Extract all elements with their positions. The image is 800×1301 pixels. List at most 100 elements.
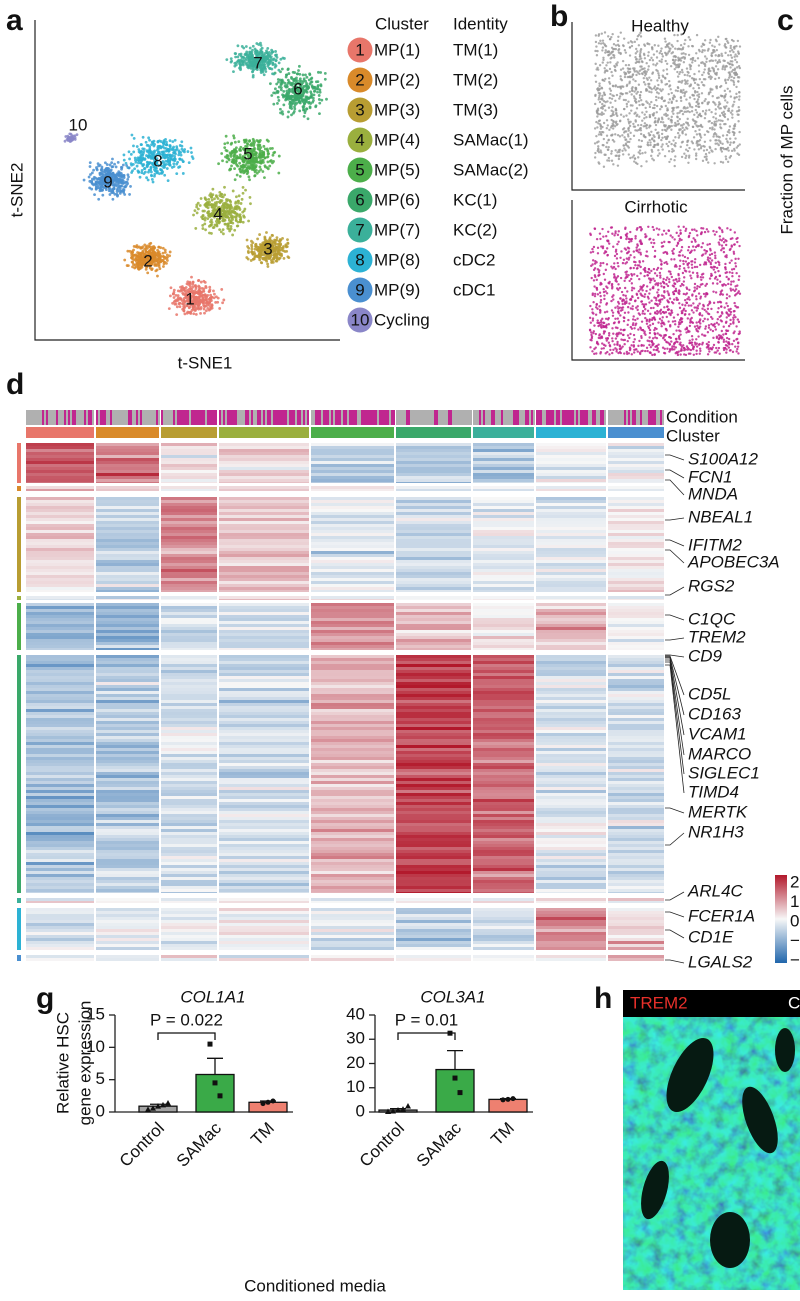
cell-point <box>687 71 690 74</box>
cell-point <box>674 47 677 50</box>
cell-point <box>117 181 121 185</box>
cell-point <box>251 44 255 48</box>
cell-point <box>690 334 694 338</box>
cell-point <box>710 259 714 262</box>
cell-point <box>718 114 722 117</box>
cell-point <box>728 76 731 79</box>
cell-point <box>648 331 652 335</box>
cell-point <box>670 101 673 105</box>
cell-point <box>683 42 686 46</box>
cell-point <box>714 123 718 126</box>
panel-letter: a <box>6 4 23 37</box>
cell-point <box>596 49 599 53</box>
cell-point <box>677 234 680 238</box>
cell-point <box>220 152 224 155</box>
cell-point <box>707 47 710 51</box>
cell-point <box>136 254 140 258</box>
cell-point <box>153 174 156 178</box>
cell-point <box>664 77 667 80</box>
cell-point <box>597 112 600 116</box>
cell-point <box>704 252 707 255</box>
cell-point <box>204 286 208 289</box>
cell-point <box>701 101 704 105</box>
cell-point <box>88 161 92 164</box>
cell-point <box>726 54 730 57</box>
cell-point <box>695 142 698 145</box>
cell-point <box>667 50 670 53</box>
channel-label: C <box>788 993 800 1012</box>
legend-name: MP(1) <box>374 40 420 59</box>
cell-point <box>697 86 701 90</box>
cell-point <box>607 148 610 151</box>
cell-point <box>625 105 629 108</box>
cell-point <box>236 44 240 48</box>
cell-point <box>670 128 673 131</box>
cell-point <box>714 142 717 145</box>
cell-point <box>313 89 316 93</box>
cell-point <box>88 165 92 168</box>
cell-point <box>686 317 690 320</box>
cell-point <box>223 142 227 146</box>
cell-point <box>164 162 168 166</box>
cell-point <box>194 227 198 230</box>
cell-point <box>635 38 639 41</box>
cell-point <box>597 145 600 148</box>
cell-point <box>280 110 284 114</box>
cell-point <box>714 112 717 115</box>
cell-point <box>168 149 171 152</box>
cell-point <box>236 224 240 228</box>
cell-point <box>285 85 289 89</box>
cell-point <box>607 53 610 57</box>
cell-point <box>645 318 649 322</box>
cell-point <box>685 154 688 158</box>
cell-point <box>696 83 699 86</box>
cell-point <box>648 115 652 118</box>
cell-point <box>707 120 710 123</box>
cell-point <box>627 126 630 130</box>
cell-point <box>716 349 719 352</box>
cell-point <box>258 165 262 169</box>
cell-point <box>669 324 672 327</box>
cell-point <box>225 160 229 164</box>
cell-point <box>115 188 119 192</box>
cell-point <box>647 68 650 71</box>
cell-point <box>669 158 673 161</box>
cell-point <box>657 149 660 152</box>
cell-point <box>602 131 605 134</box>
cell-point <box>150 267 154 271</box>
cell-point <box>242 46 246 50</box>
cell-point <box>700 115 703 118</box>
cell-point <box>720 52 723 56</box>
cell-point <box>694 129 697 133</box>
cell-point <box>602 121 606 125</box>
legend-number: 3 <box>355 100 364 119</box>
cell-point <box>637 60 640 63</box>
cell-point <box>276 95 280 99</box>
cell-point <box>635 114 638 118</box>
cell-point <box>657 96 660 100</box>
cell-point <box>225 149 229 153</box>
legend-number: 7 <box>355 220 364 239</box>
cell-point <box>738 109 741 112</box>
cell-point <box>650 46 654 49</box>
cell-point <box>735 110 739 113</box>
cell-point <box>657 83 660 87</box>
cell-point <box>219 230 223 234</box>
cell-point <box>248 139 252 142</box>
cell-point <box>705 148 709 152</box>
cell-point <box>707 69 711 73</box>
cell-point <box>63 139 67 143</box>
cell-point <box>286 67 290 71</box>
cell-point <box>275 236 279 240</box>
cell-point <box>146 255 150 259</box>
cell-point <box>601 94 604 98</box>
cell-point <box>670 142 673 146</box>
cell-point <box>719 123 722 126</box>
cell-point <box>672 332 675 336</box>
cell-point <box>285 245 289 249</box>
cell-point <box>199 280 203 284</box>
cell-point <box>695 133 699 136</box>
cell-point <box>206 306 210 310</box>
cell-point <box>611 311 615 314</box>
cell-point <box>211 226 215 230</box>
